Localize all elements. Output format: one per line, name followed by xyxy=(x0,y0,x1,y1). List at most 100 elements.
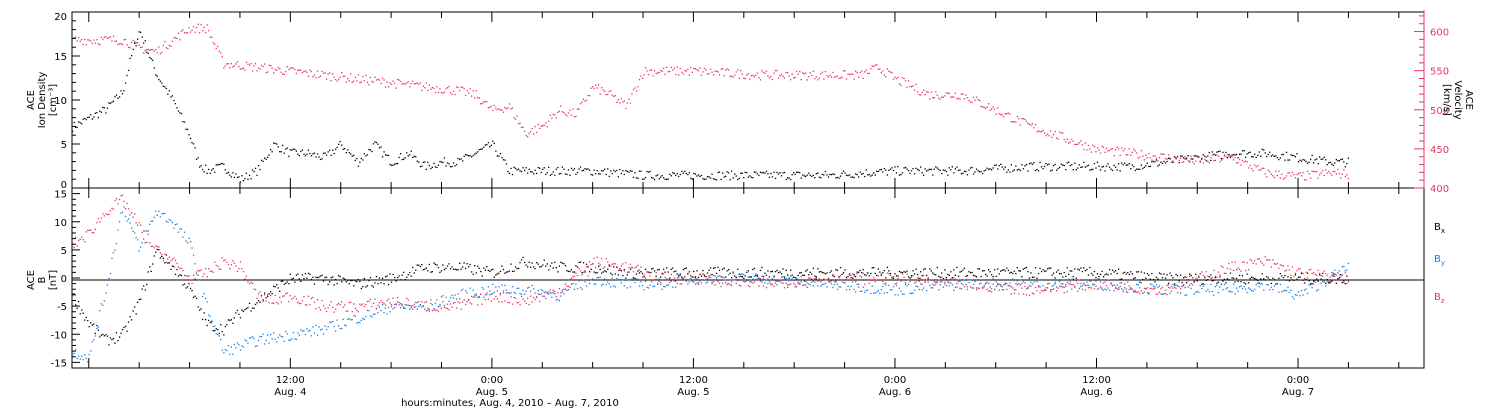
data-point xyxy=(264,343,266,345)
data-point xyxy=(1183,284,1185,287)
data-point xyxy=(363,80,365,82)
data-point xyxy=(1331,271,1333,274)
data-point xyxy=(292,297,294,299)
data-point xyxy=(995,113,997,115)
data-point xyxy=(232,66,234,68)
data-point xyxy=(818,279,820,281)
data-point xyxy=(283,295,285,297)
data-point xyxy=(715,70,718,73)
data-point xyxy=(276,284,278,286)
data-point xyxy=(1229,291,1232,293)
data-point xyxy=(802,274,804,276)
data-point xyxy=(409,86,411,88)
data-point xyxy=(79,313,81,315)
data-point xyxy=(102,106,104,109)
data-point xyxy=(891,71,893,74)
data-point xyxy=(1148,152,1150,155)
data-point xyxy=(289,339,291,341)
data-point xyxy=(1232,159,1235,161)
data-point xyxy=(1071,164,1073,166)
data-point xyxy=(449,297,452,299)
data-point xyxy=(1013,169,1015,171)
data-point xyxy=(978,268,981,270)
data-point xyxy=(613,266,615,268)
data-point xyxy=(787,284,789,286)
data-point xyxy=(164,253,166,255)
data-point xyxy=(527,266,529,268)
data-point xyxy=(549,292,551,294)
data-point xyxy=(1211,154,1213,156)
data-point xyxy=(1115,270,1117,272)
data-point xyxy=(1316,158,1318,160)
data-point xyxy=(1081,288,1083,290)
data-point xyxy=(1034,267,1037,269)
data-point xyxy=(75,349,77,351)
data-point xyxy=(812,280,814,282)
data-point xyxy=(208,30,210,32)
data-point xyxy=(1279,264,1281,266)
data-point xyxy=(744,275,746,277)
data-point xyxy=(1043,289,1046,292)
data-point xyxy=(1022,118,1025,120)
data-point xyxy=(1167,286,1170,289)
data-point xyxy=(1009,282,1011,284)
data-point xyxy=(270,291,272,293)
data-point xyxy=(855,70,857,72)
data-point xyxy=(1217,281,1220,283)
data-point xyxy=(443,304,446,307)
data-point xyxy=(292,331,294,334)
data-point xyxy=(472,289,474,291)
data-point xyxy=(400,80,402,83)
data-point xyxy=(319,275,322,277)
data-point xyxy=(764,279,766,281)
data-point xyxy=(208,168,210,171)
data-point xyxy=(971,166,973,169)
data-point xyxy=(880,168,882,171)
data-point xyxy=(440,307,443,309)
data-point xyxy=(951,96,953,98)
data-point xyxy=(894,76,896,78)
data-point xyxy=(626,287,628,289)
data-point xyxy=(670,175,672,177)
data-point xyxy=(879,68,881,70)
data-point xyxy=(149,49,151,51)
data-point xyxy=(448,309,450,311)
data-point xyxy=(1276,174,1278,177)
data-point xyxy=(823,283,825,285)
data-point xyxy=(96,39,98,41)
data-point xyxy=(1050,289,1052,291)
data-point xyxy=(96,112,98,114)
data-point xyxy=(72,242,74,244)
data-point xyxy=(1311,170,1313,172)
data-point xyxy=(1086,284,1088,286)
data-point xyxy=(1039,161,1041,163)
data-point xyxy=(548,120,550,122)
data-point xyxy=(945,170,947,173)
data-point xyxy=(545,265,547,267)
data-point xyxy=(842,272,845,274)
data-point xyxy=(437,164,440,166)
data-point xyxy=(504,272,506,274)
data-point xyxy=(486,266,488,268)
data-point xyxy=(310,70,313,73)
data-point xyxy=(1296,153,1298,155)
data-point xyxy=(1137,157,1139,159)
data-point xyxy=(856,273,858,275)
data-point xyxy=(1252,290,1254,292)
data-point xyxy=(162,259,164,262)
data-point xyxy=(912,292,914,294)
data-point xyxy=(850,285,852,288)
data-point xyxy=(794,76,796,79)
data-point xyxy=(614,286,616,288)
data-point xyxy=(1257,258,1259,260)
data-point xyxy=(197,274,199,276)
data-point xyxy=(211,322,213,324)
data-point xyxy=(103,335,105,337)
x-tick-date-label: Aug. 5 xyxy=(476,387,508,398)
data-point xyxy=(307,330,310,332)
data-point xyxy=(735,276,737,278)
data-point xyxy=(691,71,693,73)
data-point xyxy=(771,78,774,81)
data-point xyxy=(1291,279,1294,281)
